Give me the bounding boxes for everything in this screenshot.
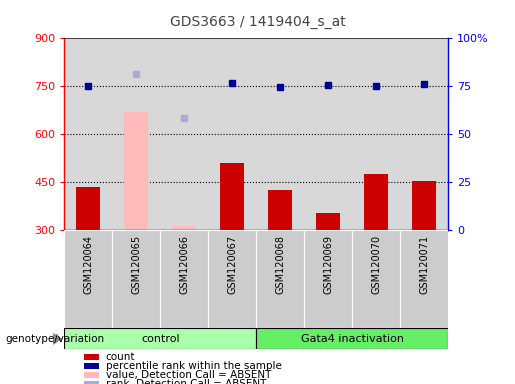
Text: GSM120064: GSM120064 bbox=[83, 235, 93, 294]
Bar bbox=[256, 328, 448, 349]
Bar bbox=[316, 213, 340, 230]
Bar bbox=[112, 230, 160, 328]
Text: genotype/variation: genotype/variation bbox=[5, 334, 104, 344]
Bar bbox=[220, 163, 244, 230]
Polygon shape bbox=[53, 333, 62, 345]
Bar bbox=[64, 230, 112, 328]
Bar bbox=[124, 112, 148, 230]
Bar bbox=[352, 230, 400, 328]
Bar bbox=[83, 354, 99, 360]
Bar bbox=[256, 230, 304, 328]
Text: percentile rank within the sample: percentile rank within the sample bbox=[106, 361, 282, 371]
Bar bbox=[76, 187, 100, 230]
Text: GSM120071: GSM120071 bbox=[419, 235, 429, 295]
Bar bbox=[400, 230, 448, 328]
Text: rank, Detection Call = ABSENT: rank, Detection Call = ABSENT bbox=[106, 379, 266, 384]
Text: Gata4 inactivation: Gata4 inactivation bbox=[301, 334, 404, 344]
Text: value, Detection Call = ABSENT: value, Detection Call = ABSENT bbox=[106, 370, 271, 380]
Bar bbox=[364, 174, 388, 230]
Text: GSM120067: GSM120067 bbox=[227, 235, 237, 295]
Text: control: control bbox=[141, 334, 180, 344]
Bar bbox=[83, 381, 99, 384]
Bar bbox=[268, 190, 292, 230]
Text: GSM120068: GSM120068 bbox=[275, 235, 285, 294]
Bar bbox=[208, 230, 256, 328]
Text: count: count bbox=[106, 352, 135, 362]
Bar bbox=[83, 363, 99, 369]
Text: GSM120066: GSM120066 bbox=[179, 235, 190, 294]
Bar bbox=[64, 328, 256, 349]
Bar bbox=[412, 181, 436, 230]
Bar bbox=[173, 225, 196, 230]
Text: GSM120070: GSM120070 bbox=[371, 235, 381, 295]
Text: GDS3663 / 1419404_s_at: GDS3663 / 1419404_s_at bbox=[169, 15, 346, 29]
Bar bbox=[304, 230, 352, 328]
Text: GSM120065: GSM120065 bbox=[131, 235, 141, 295]
Text: GSM120069: GSM120069 bbox=[323, 235, 333, 294]
Bar bbox=[83, 372, 99, 378]
Bar bbox=[160, 230, 208, 328]
